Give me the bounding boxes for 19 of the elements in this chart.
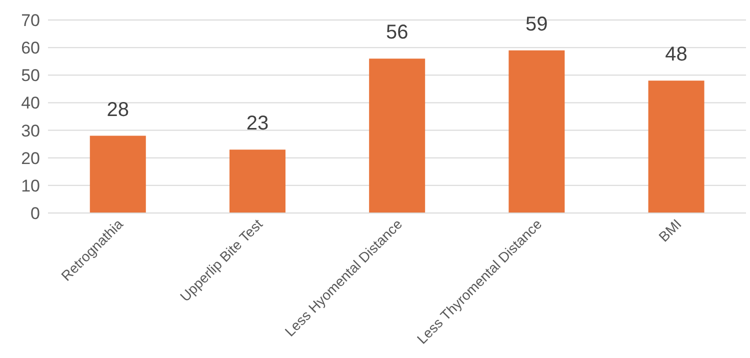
y-tick-label: 70 <box>21 11 40 30</box>
y-tick-label: 10 <box>21 176 40 196</box>
data-label: 23 <box>246 112 269 135</box>
y-tick-label: 50 <box>21 66 40 86</box>
x-tick-label: BMI <box>655 216 684 245</box>
y-tick-label: 0 <box>30 204 40 224</box>
y-tick-label: 30 <box>21 121 40 140</box>
y-tick-label: 60 <box>21 38 40 58</box>
bar <box>369 58 426 213</box>
data-label: 56 <box>386 22 408 44</box>
bar <box>90 136 146 213</box>
bar <box>229 150 286 213</box>
data-label: 28 <box>106 98 130 121</box>
data-label: 59 <box>526 13 548 36</box>
bar <box>508 50 565 213</box>
bar <box>648 80 704 213</box>
data-label: 48 <box>665 44 688 66</box>
y-tick-label: 40 <box>21 94 40 113</box>
y-tick-label: 20 <box>21 148 40 168</box>
